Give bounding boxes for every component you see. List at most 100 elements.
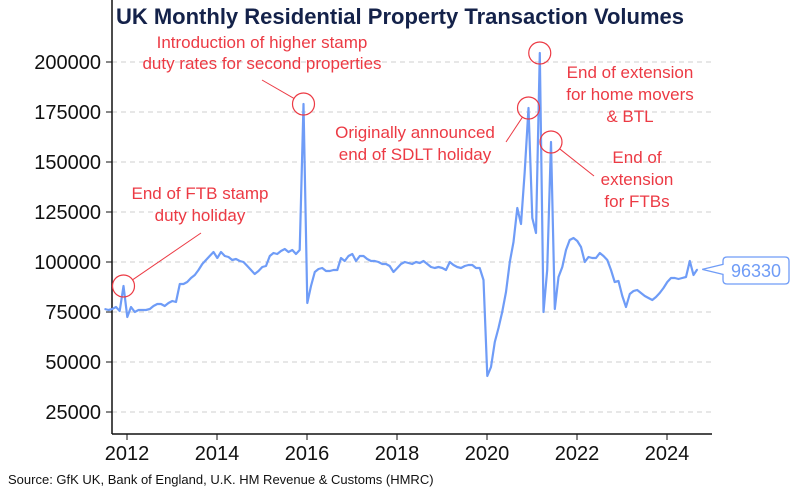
data-point xyxy=(227,256,230,258)
data-point xyxy=(175,301,177,303)
data-point xyxy=(167,302,170,304)
data-point xyxy=(284,248,286,250)
data-point xyxy=(149,308,151,310)
chart-title: UK Monthly Residential Property Transact… xyxy=(116,4,684,29)
annotation-text: End of xyxy=(612,148,661,167)
data-point xyxy=(310,285,312,287)
data-point xyxy=(422,260,425,262)
data-point xyxy=(494,341,496,343)
data-point xyxy=(171,300,173,302)
x-tick-label: 2016 xyxy=(285,443,330,465)
data-point xyxy=(516,207,518,209)
data-point xyxy=(250,269,252,271)
data-point xyxy=(460,267,462,269)
data-point xyxy=(587,256,590,258)
data-point xyxy=(381,263,383,265)
data-point xyxy=(190,277,192,279)
leader-line xyxy=(559,148,595,177)
data-point xyxy=(527,107,530,109)
data-point xyxy=(362,255,365,257)
annotation-text: End of FTB stamp xyxy=(132,184,269,203)
data-point xyxy=(347,255,350,257)
data-point xyxy=(644,295,646,297)
y-tick-label: 25000 xyxy=(45,402,101,424)
y-tick-label: 50000 xyxy=(45,352,101,374)
data-point xyxy=(505,291,507,293)
data-points xyxy=(104,52,698,377)
data-point xyxy=(122,285,125,287)
annotation-text: end of SDLT holiday xyxy=(339,145,492,164)
data-point xyxy=(449,261,451,263)
data-point xyxy=(692,274,695,276)
data-point xyxy=(325,270,327,272)
data-point xyxy=(400,263,402,265)
y-tick-label: 100000 xyxy=(34,252,101,274)
highlight-circle xyxy=(111,274,136,298)
data-point xyxy=(130,306,132,308)
data-point xyxy=(295,253,297,255)
data-point xyxy=(475,267,477,269)
data-point xyxy=(152,305,155,307)
data-point xyxy=(434,267,436,269)
data-point xyxy=(299,249,301,251)
data-point xyxy=(666,281,668,283)
data-point xyxy=(482,279,485,281)
data-point xyxy=(370,260,372,262)
data-point xyxy=(670,277,672,279)
data-point xyxy=(404,261,406,263)
data-point xyxy=(306,302,308,304)
data-point xyxy=(111,308,113,310)
end-value-label: 96330 xyxy=(702,256,790,285)
data-point xyxy=(561,266,563,268)
data-point xyxy=(542,311,545,313)
data-point xyxy=(696,268,698,270)
data-point xyxy=(524,171,526,173)
data-point xyxy=(235,258,237,260)
data-point xyxy=(265,265,267,267)
data-point xyxy=(351,253,353,255)
data-point xyxy=(231,259,233,261)
data-point xyxy=(246,265,248,267)
data-point xyxy=(599,252,601,254)
y-tick-label: 75000 xyxy=(45,302,101,324)
data-point xyxy=(531,217,533,219)
annotation-text: duty rates for second properties xyxy=(142,54,381,73)
highlight-circle xyxy=(516,96,541,120)
data-point xyxy=(119,310,121,312)
data-point xyxy=(269,255,271,257)
annotation-text: & BTL xyxy=(606,107,653,126)
data-point xyxy=(674,277,676,279)
data-point xyxy=(471,264,473,266)
x-tick-label: 2018 xyxy=(375,443,420,465)
data-point xyxy=(272,252,275,254)
data-point xyxy=(392,271,395,273)
data-point xyxy=(419,262,421,264)
data-point xyxy=(137,309,140,311)
x-tick-label: 2020 xyxy=(465,443,510,465)
annotation-text: Originally announced xyxy=(335,123,495,142)
data-point xyxy=(104,308,106,310)
data-point xyxy=(216,257,218,259)
highlight-circle xyxy=(539,130,563,154)
data-point xyxy=(194,274,196,276)
data-point xyxy=(479,267,481,269)
data-point xyxy=(497,327,500,329)
data-point xyxy=(437,266,440,268)
data-point xyxy=(659,292,661,294)
data-point xyxy=(242,261,245,263)
leader-line xyxy=(261,79,295,99)
data-point xyxy=(520,223,522,225)
data-point xyxy=(385,263,387,265)
data-point xyxy=(377,261,380,263)
data-point xyxy=(467,264,470,266)
data-point xyxy=(681,277,683,279)
data-point xyxy=(366,258,368,260)
data-point xyxy=(539,52,541,54)
data-point xyxy=(464,265,466,267)
data-point xyxy=(632,290,635,292)
x-tick-label: 2024 xyxy=(645,443,690,465)
data-point xyxy=(164,305,166,307)
data-point xyxy=(606,259,608,261)
data-point xyxy=(572,237,575,239)
